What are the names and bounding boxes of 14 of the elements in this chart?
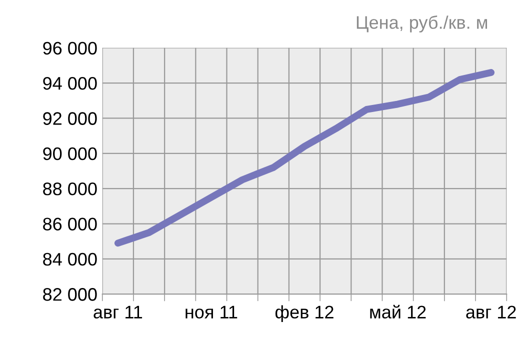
y-tick-label: 84 000 xyxy=(43,252,97,266)
x-tick-label: авг 11 xyxy=(94,306,142,318)
y-tick-label: 86 000 xyxy=(43,218,97,230)
x-tick-label: ноя 11 xyxy=(186,306,238,318)
y-tick-label: 90 000 xyxy=(43,147,97,160)
x-tick-label: фев 12 xyxy=(275,305,334,322)
x-tick-label: май 12 xyxy=(370,304,426,318)
chart-title: Цена, руб./кв. м xyxy=(356,15,488,32)
y-tick-label: 96 000 xyxy=(43,42,97,55)
y-tick-label: 82 000 xyxy=(43,288,97,301)
y-tick-label: 88 000 xyxy=(43,182,97,196)
y-tick-label: 92 000 xyxy=(43,112,97,125)
x-tick-label: авг 12 xyxy=(466,306,516,318)
y-tick-label: 94 000 xyxy=(43,76,97,90)
